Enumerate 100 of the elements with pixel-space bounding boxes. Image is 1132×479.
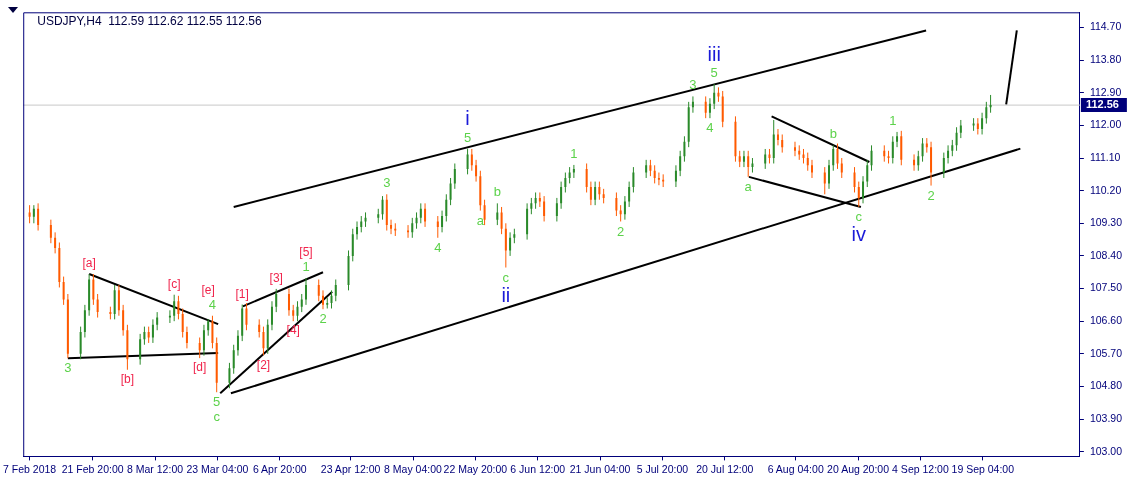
y-tick-label: 107.50 <box>1089 281 1123 294</box>
candlestick <box>28 204 31 224</box>
candlestick <box>704 95 707 119</box>
candlestick <box>504 222 507 269</box>
x-tick-label: 8 May 04:00 <box>384 462 443 475</box>
annotation: [3] <box>269 271 283 286</box>
candlestick <box>151 318 154 344</box>
candlestick <box>381 195 384 221</box>
x-tick-label: 21 Feb 20:00 <box>61 462 124 475</box>
candlestick <box>857 181 860 208</box>
y-tick-label: 106.60 <box>1089 314 1123 327</box>
candlestick <box>202 324 205 357</box>
candlestick <box>913 153 916 172</box>
candlestick <box>168 309 171 324</box>
candlestick <box>411 217 414 239</box>
candlestick <box>555 197 558 222</box>
annotation: 4 <box>208 296 217 312</box>
candlestick <box>419 202 422 224</box>
candlestick <box>92 273 95 306</box>
candlestick <box>781 133 784 154</box>
candlestick <box>742 150 745 168</box>
y-tick-label: 105.70 <box>1089 346 1123 359</box>
candlestick <box>836 143 839 170</box>
candlestick <box>113 284 116 320</box>
x-tick-label: 6 Apr 20:00 <box>252 462 307 475</box>
annotation: [c] <box>167 277 181 292</box>
candlestick <box>322 289 324 310</box>
candlestick <box>683 135 686 163</box>
candlestick <box>449 177 452 206</box>
x-tick-label: 5 Jul 20:00 <box>636 462 689 475</box>
candlestick <box>862 175 865 204</box>
annotation: a <box>476 212 485 228</box>
candlestick <box>832 144 835 172</box>
annotation: 2 <box>927 187 935 203</box>
candlestick <box>823 166 826 195</box>
candlestick <box>62 276 65 306</box>
candlestick <box>79 326 82 360</box>
candlestick <box>330 289 333 309</box>
candlestick <box>32 204 35 224</box>
y-tick-label: 108.40 <box>1089 248 1123 261</box>
candlestick <box>296 300 299 322</box>
candlestick <box>173 294 176 322</box>
candlestick <box>866 159 869 188</box>
candlestick <box>117 284 120 317</box>
y-tick-label: 111.10 <box>1089 150 1121 163</box>
y-tick-label: 109.30 <box>1089 216 1123 229</box>
candlestick <box>441 210 444 233</box>
candlestick <box>959 119 962 139</box>
candlestick <box>262 326 265 356</box>
candlestick <box>653 164 656 184</box>
annotation: [a] <box>82 256 96 271</box>
candlestick <box>896 131 899 148</box>
candlestick <box>900 130 903 166</box>
candlestick <box>615 191 618 217</box>
x-tick-label: 19 Sep 04:00 <box>951 462 1015 475</box>
y-tick-label: 114.70 <box>1089 20 1122 33</box>
y-tick-label: 103.00 <box>1089 444 1123 457</box>
candlestick <box>543 195 546 222</box>
candlestick <box>334 278 337 302</box>
candlestick <box>356 220 359 241</box>
candlestick <box>793 141 796 157</box>
annotation: i <box>465 107 470 130</box>
candlestick <box>572 164 575 179</box>
annotation: b <box>493 184 501 200</box>
annotation: ii <box>501 284 511 307</box>
annotation: [e] <box>201 283 215 298</box>
x-tick-label: 4 Sep 12:00 <box>892 462 949 475</box>
candlestick <box>54 231 57 254</box>
annotation: 5 <box>463 129 472 145</box>
candlestick <box>500 206 503 235</box>
candlestick <box>560 181 563 210</box>
candlestick <box>981 112 984 135</box>
candlestick <box>955 126 958 152</box>
y-tick-label: 112.90 <box>1089 85 1122 98</box>
annotation: [b] <box>120 372 135 387</box>
candlestick <box>390 219 393 235</box>
y-tick-label: 104.80 <box>1089 379 1123 392</box>
candlestick <box>942 152 945 179</box>
candlestick <box>747 150 750 178</box>
annotation: 3 <box>689 77 697 93</box>
candlestick <box>628 181 631 208</box>
candlestick <box>228 362 231 389</box>
candlestick <box>828 159 831 190</box>
chart-title: USDJPY,H4 112.59 112.62 112.55 112.56 <box>37 13 262 28</box>
y-tick-label: 110.20 <box>1089 183 1122 196</box>
annotation: 2 <box>319 311 327 327</box>
annotation: 1 <box>302 259 310 275</box>
candlestick <box>917 150 920 172</box>
candlestick <box>436 215 439 239</box>
candlestick <box>236 329 239 357</box>
candlestick <box>985 101 988 125</box>
x-tick-label: 20 Jul 12:00 <box>696 462 754 475</box>
candlestick <box>266 318 269 355</box>
candlestick <box>96 293 99 319</box>
candlestick <box>674 164 677 188</box>
annotation: 4 <box>434 239 442 255</box>
candlestick <box>811 159 813 179</box>
candlestick <box>589 181 592 206</box>
y-tick-label: 103.90 <box>1089 411 1123 424</box>
annotation: 2 <box>617 223 625 239</box>
